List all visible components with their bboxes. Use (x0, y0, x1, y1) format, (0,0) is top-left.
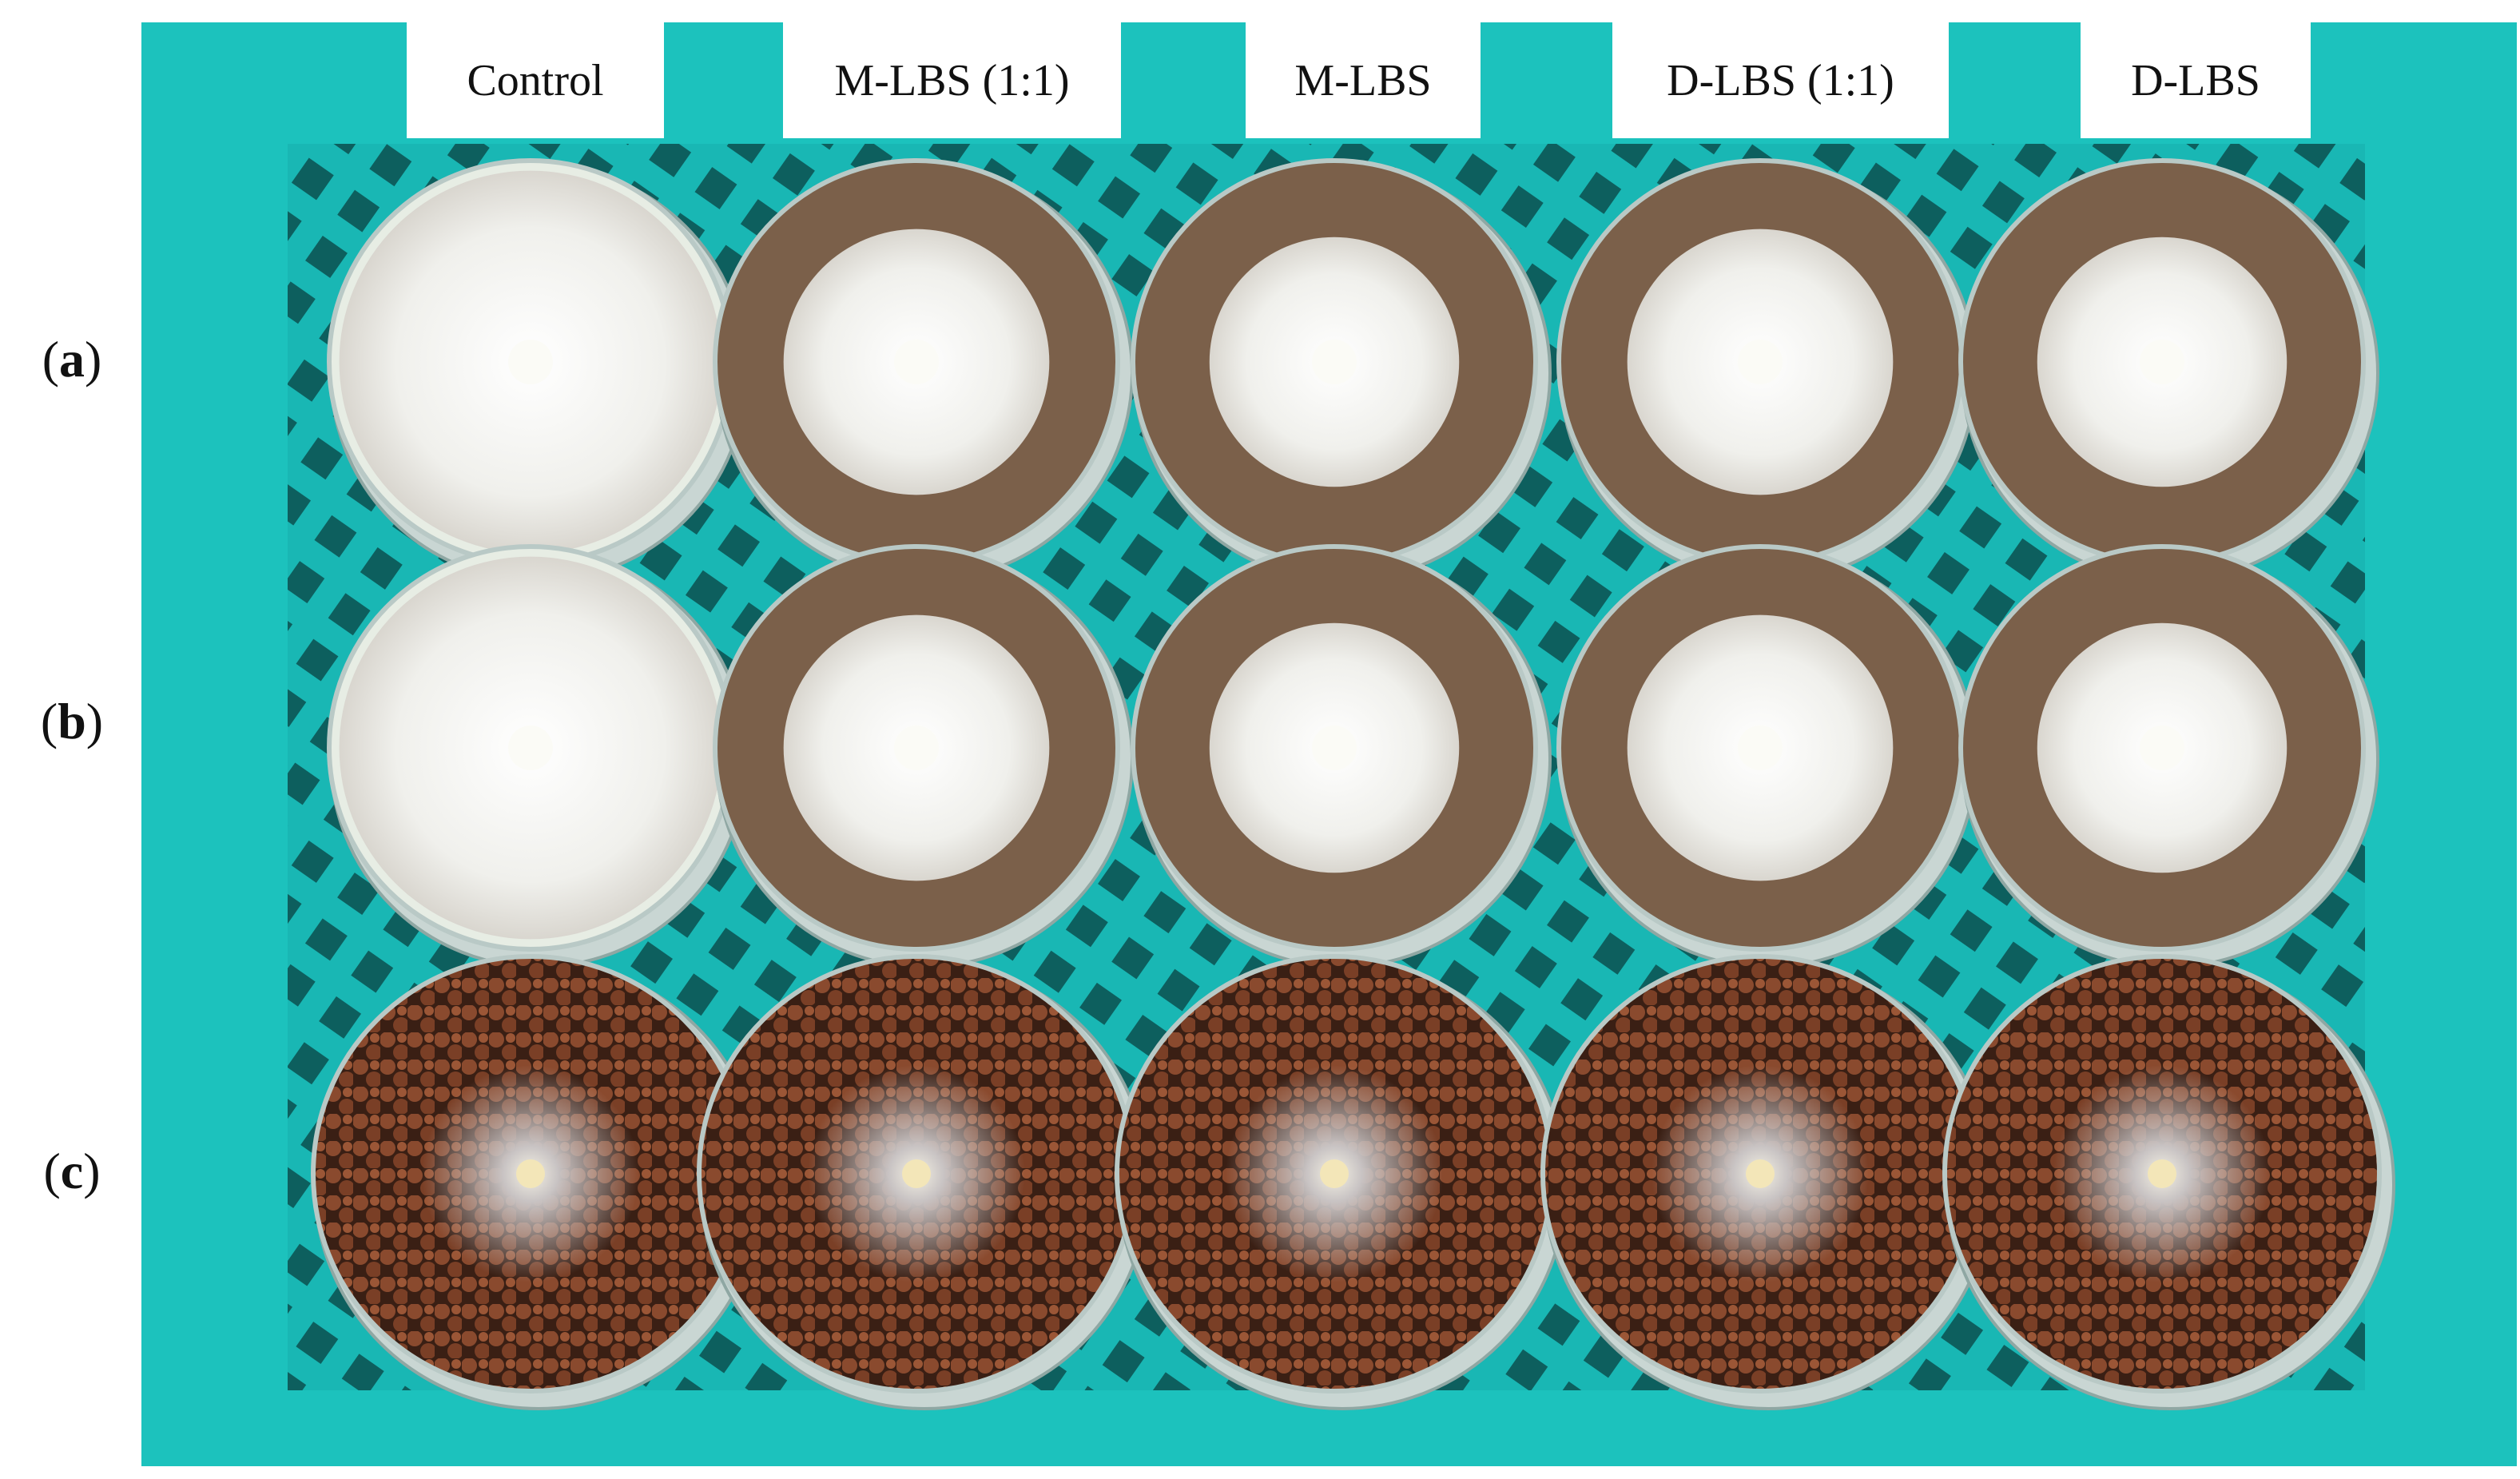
row-label-letter: b (58, 693, 86, 749)
inoculum (1320, 1159, 1349, 1188)
inoculum (2148, 1159, 2176, 1188)
column-label: Control (407, 22, 664, 138)
row-label-suffix: ) (85, 693, 104, 749)
column-label: M-LBS (1246, 22, 1481, 138)
inoculum (516, 1159, 545, 1188)
inoculum (894, 340, 939, 384)
inoculum (1312, 726, 1357, 770)
petri-dishes (311, 158, 2395, 1410)
column-label: D-LBS (2081, 22, 2311, 138)
row-label-suffix: ) (85, 331, 102, 388)
inoculum (508, 340, 553, 384)
row-label-prefix: ( (40, 693, 58, 749)
inoculum (2140, 340, 2184, 384)
inoculum (1738, 340, 1783, 384)
row-label: (c) (16, 1146, 128, 1197)
inoculum (894, 726, 939, 770)
row-label-suffix: ) (83, 1143, 101, 1199)
column-label: M-LBS (1:1) (783, 22, 1121, 138)
row-label: (a) (16, 334, 128, 385)
row-label: (b) (16, 696, 128, 747)
inoculum (508, 726, 553, 770)
row-label-letter: a (59, 331, 85, 388)
inoculum (1312, 340, 1357, 384)
row-label-letter: c (60, 1143, 84, 1199)
inoculum (902, 1159, 931, 1188)
inoculum (2140, 726, 2184, 770)
row-label-prefix: ( (42, 331, 59, 388)
inoculum (1738, 726, 1783, 770)
row-label-prefix: ( (43, 1143, 61, 1199)
inoculum (1746, 1159, 1775, 1188)
column-label: D-LBS (1:1) (1612, 22, 1949, 138)
